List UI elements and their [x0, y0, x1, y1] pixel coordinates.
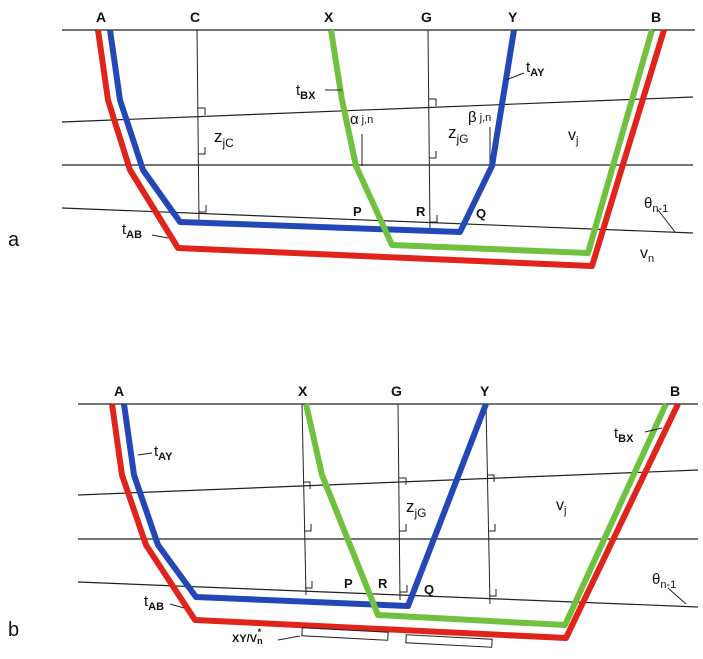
- label-x-b: X: [298, 383, 308, 399]
- z-jg-label-a: zjG: [448, 123, 469, 146]
- label-a-b: A: [114, 383, 124, 399]
- leader-t-bx-b: [644, 427, 663, 433]
- right-angle-b-8: [488, 524, 496, 532]
- leader-t-ay-b: [137, 452, 153, 456]
- ray-bx-green-a: [328, 29, 655, 256]
- ray-ab-red-a: [95, 29, 667, 269]
- t-ab-label-a: tAB: [122, 221, 142, 241]
- v-j-label-a: vj: [568, 127, 578, 147]
- ray-bx-green-b: [303, 402, 669, 628]
- layer-line-a-1: [61, 96, 694, 123]
- point-q-a: Q: [476, 206, 486, 221]
- right-angle-b-1: [303, 481, 311, 489]
- right-angle-b-7: [487, 474, 495, 482]
- layer-line-b-1: [77, 469, 699, 496]
- ray-g-a: [427, 29, 431, 233]
- point-r-b: R: [378, 576, 388, 591]
- ray-y2-b: [485, 403, 491, 605]
- right-angle-b-4: [399, 477, 407, 485]
- ray-ab-red-b: [109, 402, 681, 641]
- label-b-a: B: [651, 9, 661, 25]
- right-angle-a-6: [430, 215, 438, 223]
- label-g-b: G: [391, 383, 402, 399]
- ray-c-a: [196, 29, 200, 223]
- point-p-b: P: [344, 576, 353, 591]
- leader-theta-a: [657, 209, 676, 233]
- label-c-a: C: [190, 9, 200, 25]
- right-angle-a-4: [429, 98, 437, 106]
- xy-vn-label-b: XY/Vn*: [232, 627, 263, 646]
- right-angle-b-2: [304, 524, 312, 532]
- leader-t-ab-b: [169, 603, 185, 609]
- t-ab-label-b: tAB: [144, 593, 164, 613]
- ray-g-b: [397, 403, 401, 601]
- right-angle-a-5: [429, 151, 437, 159]
- right-angle-b-9: [489, 589, 497, 597]
- v-n-label-a: vn: [640, 245, 654, 265]
- alpha-label-a: α j,n: [350, 111, 373, 128]
- v-j-label-b: vj: [556, 497, 566, 517]
- ray-ay-blue-a: [107, 29, 517, 235]
- panel-label-a: a: [8, 229, 20, 251]
- right-angle-a-1: [198, 107, 206, 115]
- xy-vn-bar-2: [405, 634, 493, 648]
- panel-b: A X G Y B tAY tBX tAB zjG vj θn-1 XY/Vn*…: [8, 383, 699, 648]
- leader-xy-b: [277, 635, 301, 641]
- right-angle-a-3: [199, 205, 207, 213]
- z-jc-label-a: zjC: [214, 127, 234, 150]
- panel-a: A C X G Y B tBX tAY tAB zjC zjG α j,n β j,…: [8, 9, 695, 269]
- beta-label-a: β j,n: [468, 109, 491, 126]
- layer-line-b-3: [77, 581, 699, 608]
- right-angle-b-3: [305, 581, 313, 589]
- leader-t-ab-a: [151, 234, 169, 239]
- leader-t-ay-a: [505, 72, 525, 81]
- label-x-a: X: [324, 9, 334, 25]
- panel-label-b: b: [8, 619, 19, 641]
- label-g-a: G: [421, 9, 432, 25]
- label-y-b: Y: [480, 383, 490, 399]
- point-r-a: R: [416, 204, 426, 219]
- theta-label-a: θn-1: [644, 195, 668, 215]
- t-bx-label-b: tBX: [614, 425, 634, 445]
- t-ay-label-b: tAY: [154, 443, 173, 463]
- theta-label-b: θn-1: [652, 571, 676, 591]
- t-ay-label-a: tAY: [526, 59, 545, 79]
- layer-line-a-3: [61, 207, 694, 234]
- right-angle-a-2: [198, 147, 206, 155]
- xy-vn-bar-1: [301, 627, 389, 641]
- point-q-b: Q: [424, 582, 434, 597]
- ray-x-b: [301, 403, 307, 596]
- z-jg-label-b: zjG: [406, 497, 427, 520]
- leader-theta-b: [667, 587, 687, 605]
- point-p-a: P: [353, 204, 362, 219]
- ray-ay-blue-b: [121, 402, 489, 609]
- label-a-a: A: [96, 9, 106, 25]
- label-y-a: Y: [508, 9, 518, 25]
- right-angle-b-5: [399, 524, 407, 532]
- right-angle-b-6: [400, 585, 408, 593]
- label-b-b: B: [670, 383, 680, 399]
- t-bx-label-a: tBX: [296, 82, 316, 102]
